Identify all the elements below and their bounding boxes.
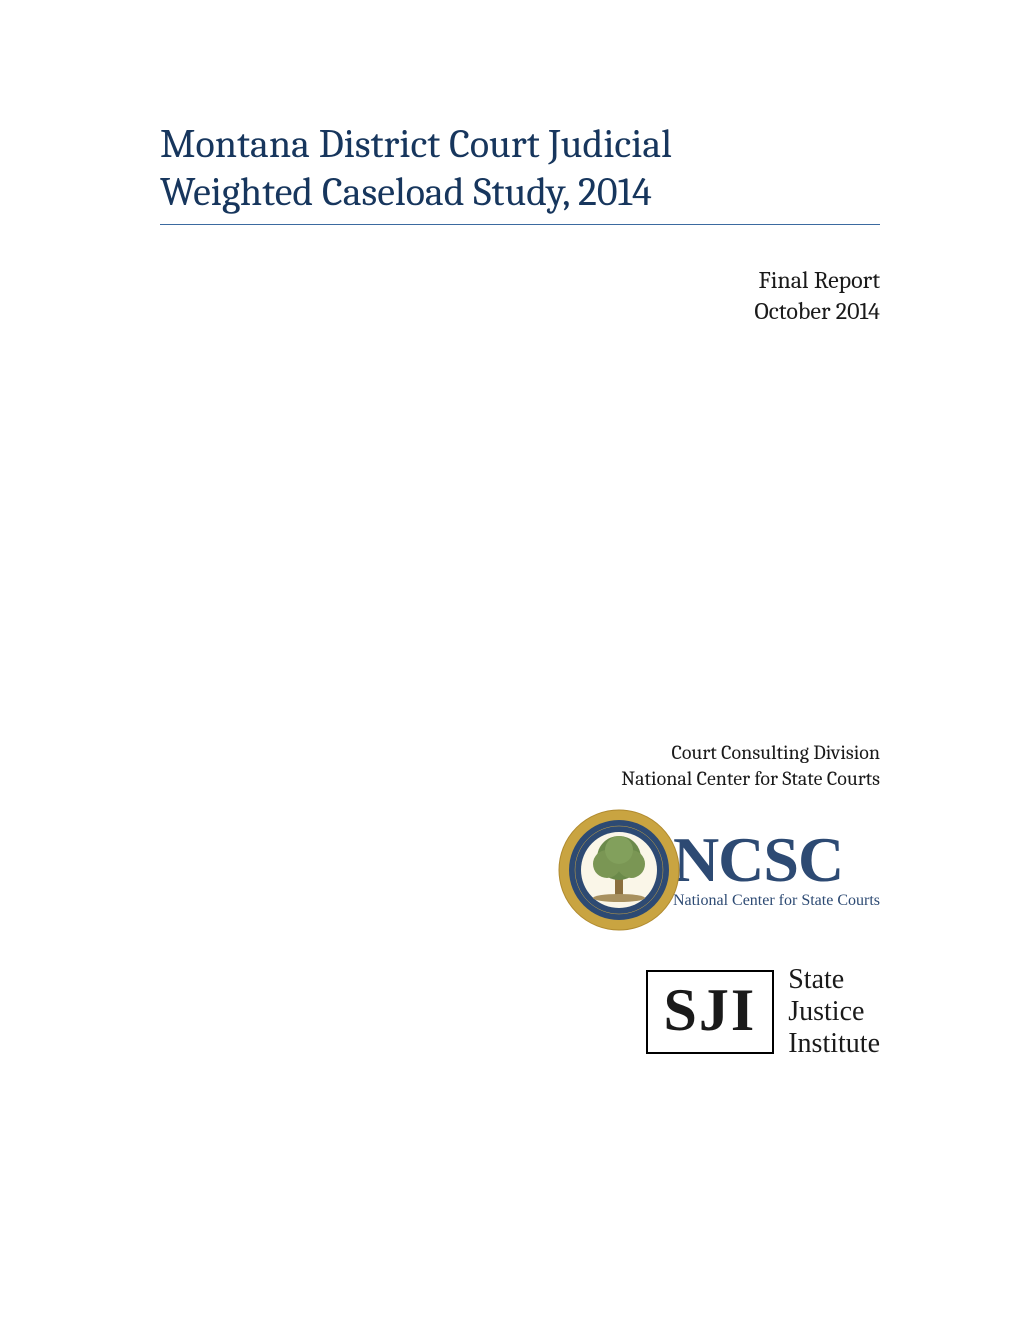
sji-name-line-1: State	[788, 964, 880, 996]
subtitle-line-2: October 2014	[160, 296, 880, 327]
attribution-line-1: Court Consulting Division	[400, 740, 880, 766]
ncsc-acronym: NCSC	[673, 830, 843, 891]
attribution-block: Court Consulting Division National Cente…	[400, 740, 880, 1061]
ncsc-logo: NCSC National Center for State Courts	[555, 806, 880, 934]
ncsc-logo-wrap: NCSC National Center for State Courts	[400, 806, 880, 934]
sji-acronym-box: SJI	[646, 970, 775, 1054]
ncsc-text-wrap: NCSC National Center for State Courts	[673, 830, 880, 911]
subtitle-block: Final Report October 2014	[160, 265, 880, 327]
sji-name-line-2: Justice	[788, 996, 880, 1028]
sji-name: State Justice Institute	[788, 964, 880, 1061]
title-block: Montana District Court Judicial Weighted…	[160, 120, 880, 225]
subtitle-line-1: Final Report	[160, 265, 880, 296]
ncsc-seal-icon	[555, 806, 683, 934]
title-line-2: Weighted Caseload Study, 2014	[160, 168, 880, 216]
attribution-text: Court Consulting Division National Cente…	[400, 740, 880, 792]
ncsc-fullname: National Center for State Courts	[673, 892, 880, 910]
sji-logo: SJI State Justice Institute	[646, 964, 880, 1061]
attribution-line-2: National Center for State Courts	[400, 766, 880, 792]
title-line-1: Montana District Court Judicial	[160, 120, 880, 168]
sji-logo-wrap: SJI State Justice Institute	[400, 964, 880, 1061]
document-page: Montana District Court Judicial Weighted…	[0, 0, 1020, 1320]
sji-name-line-3: Institute	[788, 1028, 880, 1060]
